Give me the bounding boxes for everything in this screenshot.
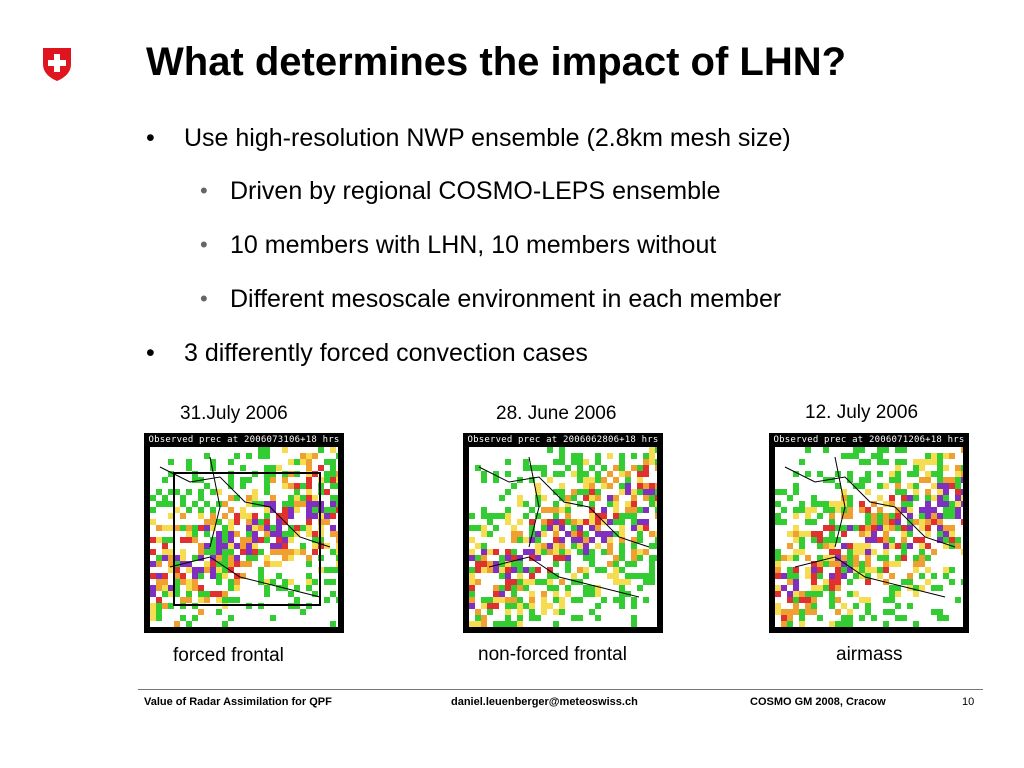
precip-map-image [469, 447, 657, 627]
precip-map-image [775, 447, 963, 627]
precip-map-image [150, 447, 338, 627]
sub-bullet-item: • Driven by regional COSMO-LEPS ensemble [200, 176, 721, 206]
bullet-marker: • [146, 124, 155, 152]
footer-email: daniel.leuenberger@meteoswiss.ch [451, 696, 638, 708]
bullet-marker: • [200, 286, 208, 311]
precip-map: Observed prec at 2006071206+18 hrs [769, 433, 969, 633]
precip-map: Observed prec at 2006073106+18 hrs [144, 433, 344, 633]
sub-bullet-item: • 10 members with LHN, 10 members withou… [200, 230, 717, 260]
bullet-marker: • [200, 232, 208, 257]
case-date: 31.July 2006 [180, 403, 288, 424]
bullet-text: 3 differently forced convection cases [184, 339, 588, 367]
footer-left: Value of Radar Assimilation for QPF [144, 696, 332, 708]
footer-right: COSMO GM 2008, Cracow [750, 696, 886, 708]
bullet-marker: • [200, 178, 208, 203]
map-title: Observed prec at 2006073106+18 hrs [148, 435, 340, 445]
bullet-item: • Use high-resolution NWP ensemble (2.8k… [146, 123, 791, 153]
precip-map: Observed prec at 2006062806+18 hrs [463, 433, 663, 633]
bullet-item: • 3 differently forced convection cases [146, 338, 588, 368]
map-title: Observed prec at 2006071206+18 hrs [773, 435, 965, 445]
bullet-text: Driven by regional COSMO-LEPS ensemble [230, 177, 721, 205]
case-date: 12. July 2006 [805, 402, 919, 423]
map-title: Observed prec at 2006062806+18 hrs [467, 435, 659, 445]
slide-title: What determines the impact of LHN? [146, 40, 847, 84]
bullet-marker: • [146, 339, 155, 367]
sub-bullet-item: • Different mesoscale environment in eac… [200, 284, 782, 314]
page-number: 10 [962, 696, 975, 708]
bullet-text: Use high-resolution NWP ensemble (2.8km … [184, 124, 791, 152]
bullet-list: • Use high-resolution NWP ensemble (2.8k… [146, 123, 791, 368]
case-label: airmass [836, 644, 903, 665]
swiss-logo-icon [43, 48, 71, 81]
case-date: 28. June 2006 [496, 403, 617, 424]
bullet-text: Different mesoscale environment in each … [230, 285, 782, 313]
footer-divider [138, 689, 983, 690]
case-label: non-forced frontal [478, 644, 627, 665]
case-label: forced frontal [173, 645, 284, 666]
bullet-text: 10 members with LHN, 10 members without [230, 231, 717, 259]
